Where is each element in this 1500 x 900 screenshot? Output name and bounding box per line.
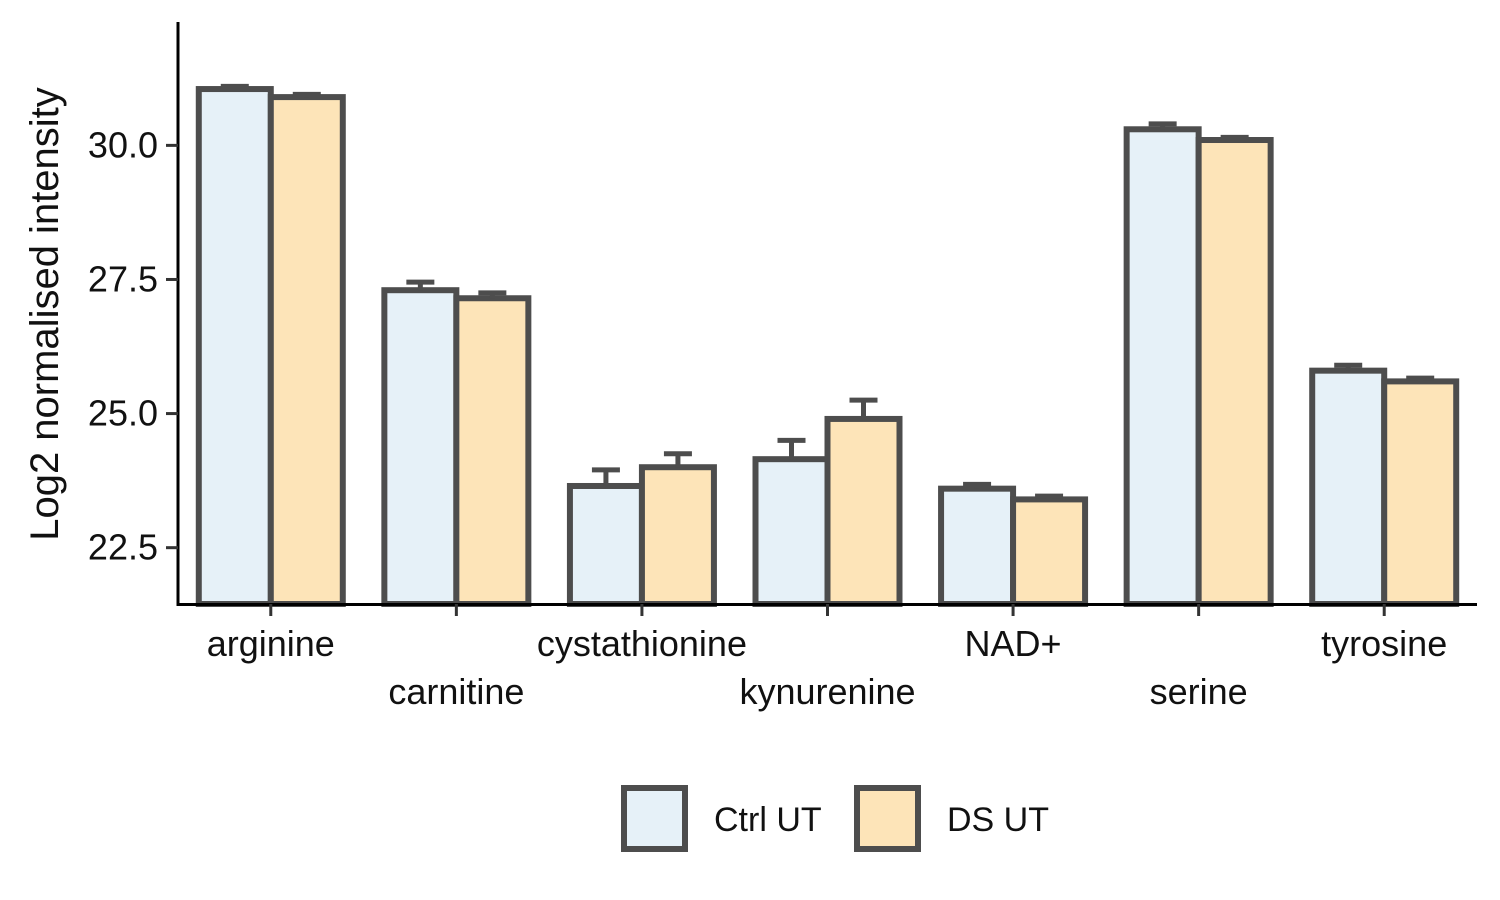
error-bar-carnitine-ds [478,290,507,299]
error-bar-kynurenine-ctrl [777,437,806,460]
legend-swatch-ctrl [621,785,688,852]
bar-carnitine-ds [453,295,532,607]
x-tick-label: cystathionine [537,623,747,664]
bar-carnitine-ctrl [381,287,460,607]
error-bars-layer [220,83,1435,500]
bars-layer [195,86,1460,608]
y-axis-title: Log2 normalised intensity [23,87,67,541]
bar-cystathionine-ctrl [566,482,645,607]
bar-arginine-ctrl [195,86,274,607]
bar-tyrosine-ctrl [1309,367,1388,608]
bar-nad-ds [1010,496,1089,607]
x-tick-label: arginine [207,623,335,664]
bar-nad-ctrl [938,485,1017,608]
bar-arginine-ds [267,94,346,607]
error-bar-serine-ds [1220,134,1249,141]
error-bar-nad-ctrl [963,481,992,489]
x-tick-label: kynurenine [739,671,915,712]
x-tick-label: tyrosine [1321,623,1447,664]
x-tick-label: NAD+ [965,623,1062,664]
error-bar-kynurenine-ds [849,397,878,419]
error-bar-carnitine-ctrl [406,279,435,291]
error-bar-nad-ds [1035,493,1064,500]
x-tick-label: carnitine [388,671,524,712]
legend-label-ctrl: Ctrl UT [714,801,822,839]
error-bar-tyrosine-ds [1406,375,1435,382]
legend: Ctrl UT DS UT [621,785,1049,852]
bar-kynurenine-ds [824,415,903,607]
bar-cystathionine-ds [638,464,717,607]
y-tick-label: 25.0 [88,393,158,434]
error-bar-arginine-ds [292,91,321,98]
bar-serine-ds [1195,137,1274,607]
x-tick-label: serine [1150,671,1248,712]
y-tick-label: 22.5 [88,527,158,568]
x-axis-ticks: arginine carnitine cystathionine kynurenine… [207,604,1447,712]
bar-serine-ctrl [1123,126,1202,608]
error-bar-cystathionine-ctrl [591,467,620,486]
error-bar-arginine-ctrl [220,83,249,90]
error-bar-cystathionine-ds [663,451,692,468]
legend-swatch-ds [854,785,921,852]
error-bar-serine-ctrl [1148,121,1177,130]
y-tick-label: 30.0 [88,124,158,165]
error-bar-tyrosine-ctrl [1334,362,1363,371]
legend-label-ds: DS UT [947,801,1049,839]
bar-tyrosine-ds [1381,378,1460,607]
y-tick-label: 27.5 [88,258,158,299]
y-axis-ticks: 22.5 25.0 27.5 30.0 [88,124,178,568]
bar-kynurenine-ctrl [752,456,831,607]
